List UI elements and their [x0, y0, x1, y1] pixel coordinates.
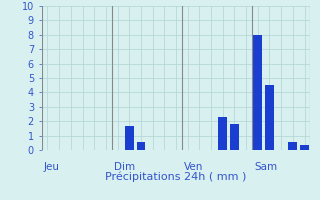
Text: Dim: Dim — [114, 162, 135, 172]
Bar — [253, 35, 262, 150]
Bar — [230, 124, 239, 150]
Bar — [218, 117, 227, 150]
Bar — [289, 142, 297, 150]
Bar — [125, 126, 134, 150]
Text: Sam: Sam — [254, 162, 277, 172]
Bar — [137, 142, 145, 150]
Bar — [265, 85, 274, 150]
Text: Ven: Ven — [184, 162, 204, 172]
X-axis label: Précipitations 24h ( mm ): Précipitations 24h ( mm ) — [105, 171, 247, 182]
Text: Jeu: Jeu — [44, 162, 60, 172]
Bar — [300, 145, 309, 150]
